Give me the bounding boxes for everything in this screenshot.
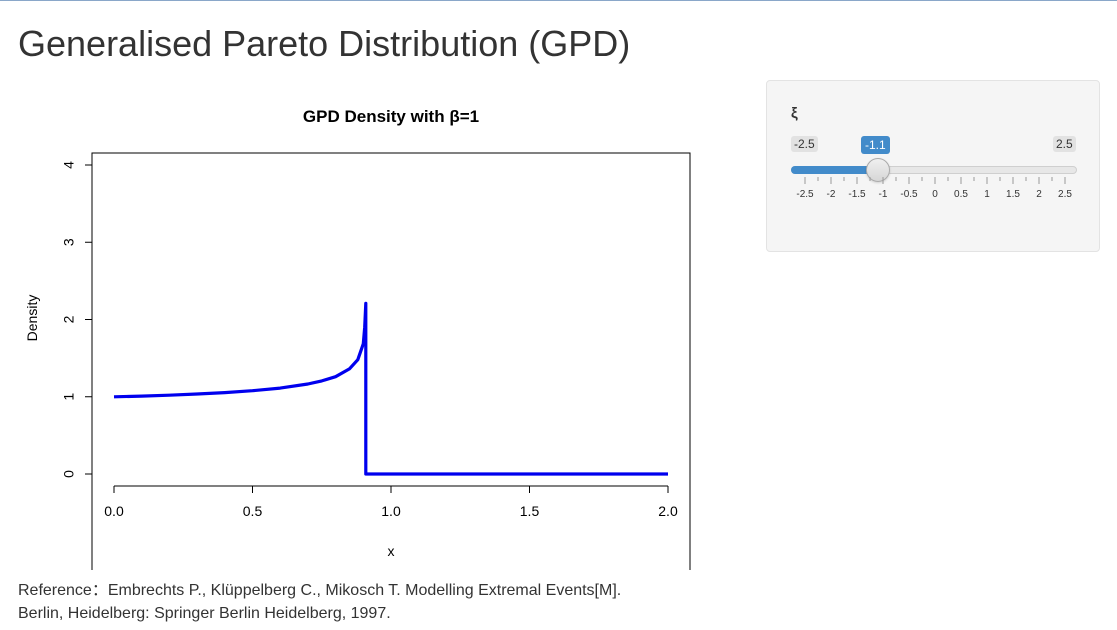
- density-line: [113, 301, 668, 476]
- xi-slider-fill: [791, 166, 878, 174]
- density-plot: GPD Density with β=1 0.0 0.5 1.0 1.5 2.0 0 1 2…: [0, 90, 730, 570]
- density-chart-svg: GPD Density with β=1 0.0 0.5 1.0 1.5 2.0 0 1 2…: [24, 107, 691, 570]
- x-tick-label: 1.5: [520, 503, 540, 519]
- top-border: [0, 0, 1117, 1]
- series-layer: [113, 301, 668, 476]
- page-title: Generalised Pareto Distribution (GPD): [18, 23, 631, 64]
- x-axis-label: x: [388, 543, 395, 559]
- slider-tick-label: -1: [879, 189, 888, 200]
- slider-tick-label: 0.5: [954, 189, 968, 200]
- y-tick-label: 1: [61, 393, 77, 401]
- slider-tick-label: 1.5: [1006, 189, 1020, 200]
- x-tick-label: 0.5: [243, 503, 263, 519]
- slider-tick-label: 2.5: [1058, 189, 1072, 200]
- slider-value-label: -1.1: [861, 136, 890, 154]
- slider-tick-label: -1.5: [848, 189, 866, 200]
- slider-tick-label: 1: [984, 189, 990, 200]
- control-panel: ξ -2.5 -1.1 2.5 -2.5 -2 -1.5 -1 -0.5 0 0.5 1 1.5…: [766, 80, 1100, 252]
- slider-max-label: 2.5: [1053, 136, 1076, 152]
- chart-title: GPD Density with β=1: [303, 107, 479, 126]
- y-tick-label: 4: [61, 161, 77, 169]
- y-tick-label: 3: [61, 238, 77, 246]
- x-axis: 0.0 0.5 1.0 1.5 2.0: [104, 485, 678, 519]
- xi-slider-ticks: -2.5 -2 -1.5 -1 -0.5 0 0.5 1 1.5 2 2.5: [796, 177, 1072, 200]
- slider-tick-label: 0: [932, 189, 938, 200]
- x-tick-label: 2.0: [658, 503, 678, 519]
- slider-tick-label: -2.5: [796, 189, 814, 200]
- reference-text: Reference：Embrechts P., Klüppelberg C., …: [18, 579, 718, 625]
- slider-tick-label: 2: [1036, 189, 1042, 200]
- y-axis: 0 1 2 3 4: [61, 161, 93, 478]
- slider-tick-label: -0.5: [900, 189, 918, 200]
- y-tick-label: 2: [61, 315, 77, 323]
- x-tick-label: 0.0: [104, 503, 124, 519]
- y-tick-label: 0: [61, 470, 77, 478]
- xi-label: ξ: [791, 105, 798, 122]
- slider-min-label: -2.5: [791, 136, 818, 152]
- x-tick-label: 1.0: [381, 503, 401, 519]
- y-axis-label: Density: [24, 295, 40, 342]
- reference-line-2: Berlin, Heidelberg: Springer Berlin Heid…: [18, 605, 391, 622]
- reference-line-1: Reference：Embrechts P., Klüppelberg C., …: [18, 582, 622, 599]
- slider-tick-label: -2: [827, 189, 836, 200]
